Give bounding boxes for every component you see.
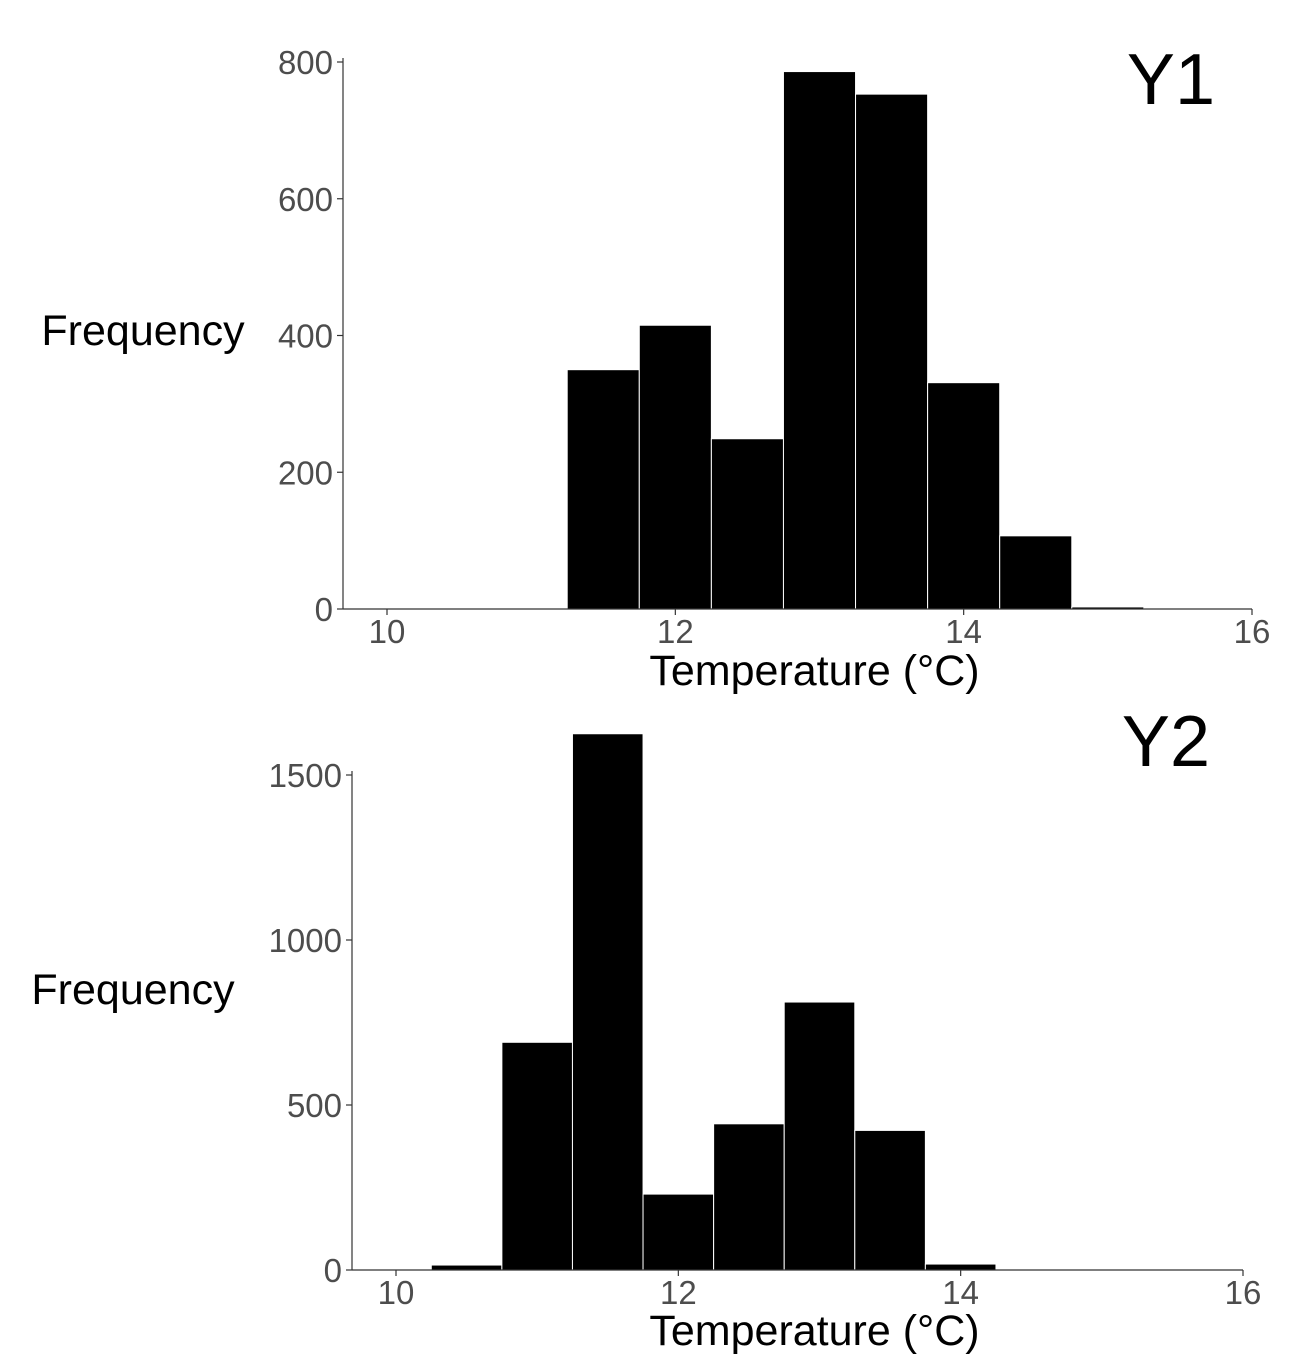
histogram-bar [501, 1041, 573, 1271]
histogram-panel-y1: 0 200 400 600 800 10 12 14 16 Temperature (°C) Fre… [41, 40, 1271, 695]
x-tick-label: 14 [942, 1274, 979, 1311]
y-tick-label: 0 [315, 591, 333, 628]
histogram-bar [713, 1123, 785, 1271]
histogram-bar [566, 369, 640, 610]
panel-label: Y1 [1127, 40, 1215, 120]
x-tick-label: 12 [660, 1274, 697, 1311]
histogram-bar [927, 382, 1001, 610]
x-tick-label: 16 [1234, 613, 1271, 650]
histogram-bar [855, 93, 929, 610]
panel-label: Y2 [1122, 702, 1210, 782]
x-tick-label: 12 [657, 613, 694, 650]
y-tick-label: 1500 [269, 757, 342, 794]
histogram-bar [924, 1263, 997, 1271]
x-tick-label: 10 [378, 1274, 415, 1311]
y-tick-label: 200 [278, 454, 333, 491]
histogram-bar [854, 1129, 926, 1271]
y-tick-label: 800 [278, 44, 333, 81]
y-tick-label: 400 [278, 318, 333, 355]
x-axis-title: Temperature (°C) [649, 647, 979, 695]
x-tick-label: 10 [369, 613, 406, 650]
x-tick-label: 16 [1225, 1274, 1262, 1311]
x-axis-title: Temperature (°C) [649, 1307, 979, 1355]
y-tick-label: 0 [324, 1252, 342, 1289]
histogram-bar [430, 1264, 503, 1271]
y-tick-label: 500 [287, 1087, 342, 1124]
histogram-panel-y2: 0 500 1000 1500 10 12 14 16 Temperature (°C) Freq… [0, 700, 1310, 1372]
y-tick-label: 1000 [269, 922, 342, 959]
x-tick-label: 14 [945, 613, 982, 650]
histogram-bar [710, 438, 784, 610]
y-axis-title: Frequency [31, 966, 235, 1014]
histogram-bar [999, 535, 1073, 610]
histogram-y2: 0 500 1000 1500 10 12 14 16 Temperature (°C) Freq… [31, 702, 1262, 1355]
y-tick-label: 600 [278, 181, 333, 218]
histogram-y1: 0 200 400 600 800 10 12 14 16 Temperature (°C) Fre… [41, 40, 1271, 695]
y-axis-title: Frequency [41, 307, 245, 355]
histogram-bar [571, 733, 644, 1271]
histogram-bar [638, 324, 712, 610]
histogram-bar [783, 1001, 856, 1271]
histogram-bar [642, 1193, 715, 1271]
histogram-bar [782, 71, 857, 610]
